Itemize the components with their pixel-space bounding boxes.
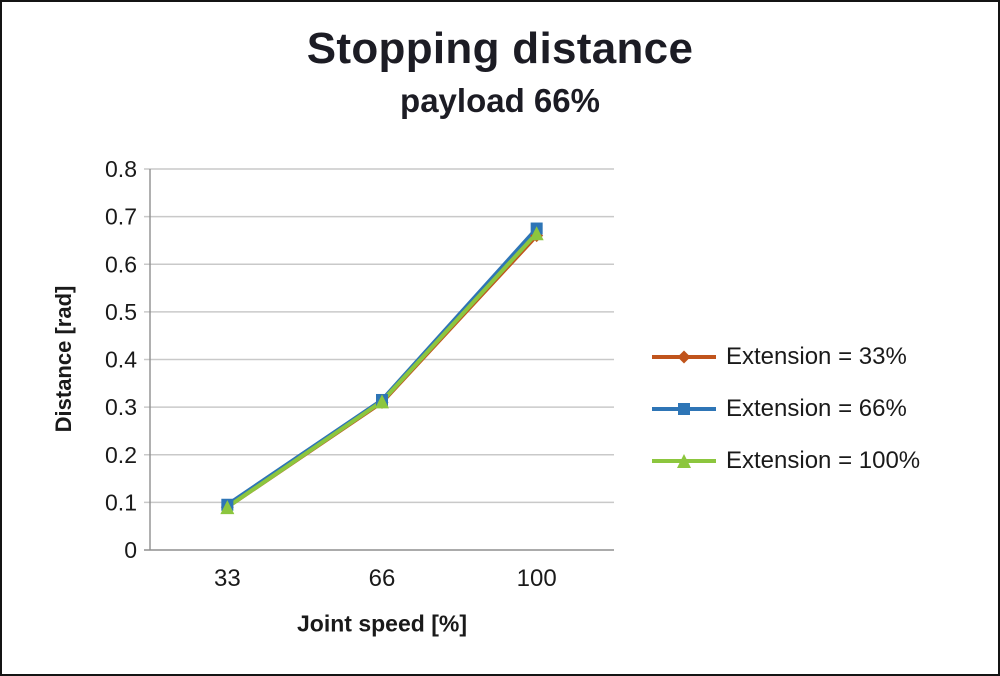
- y-tick-label: 0.6: [105, 251, 137, 277]
- x-axis-label: Joint speed [%]: [297, 610, 467, 637]
- y-tick-label: 0.7: [105, 204, 137, 230]
- plot-area: 0 0.1 0.2 0.3 0.4 0.5 0.6 0.7 0.8 33 66 100: [105, 156, 614, 592]
- legend: Extension = 33% Extension = 66% Extension …: [652, 338, 920, 480]
- y-tick-label: 0: [124, 537, 137, 563]
- y-tick-label: 0.2: [105, 442, 137, 468]
- y-axis-label: Distance [rad]: [51, 285, 76, 433]
- y-tick-label: 0.3: [105, 394, 137, 420]
- chart-subtitle: payload 66%: [400, 82, 600, 119]
- series-line: [226, 227, 539, 507]
- y-tick-label: 0.5: [105, 299, 137, 325]
- legend-item: Extension = 100%: [652, 442, 920, 480]
- x-tick-label: 33: [214, 565, 241, 592]
- square-marker: [678, 403, 690, 415]
- series-line: [226, 231, 539, 509]
- triangle-marker: [375, 394, 389, 409]
- triangle-marker: [529, 226, 544, 241]
- legend-item: Extension = 66%: [652, 390, 920, 428]
- legend-key-diamond: [652, 350, 716, 364]
- legend-label: Extension = 100%: [726, 447, 921, 474]
- x-tick-label: 100: [517, 565, 557, 592]
- diamond-marker: [677, 350, 691, 364]
- y-tick-label: 0.4: [105, 347, 137, 373]
- triangle-marker: [677, 454, 691, 468]
- legend-label: Extension = 66%: [726, 395, 907, 422]
- x-tick-label: 66: [369, 565, 396, 592]
- legend-key-square: [652, 403, 716, 415]
- series-line: [226, 234, 539, 509]
- legend-key-triangle: [652, 454, 716, 468]
- y-tick-label: 0.8: [105, 156, 137, 182]
- legend-label: Extension = 33%: [726, 343, 907, 370]
- y-tick-label: 0.1: [105, 489, 137, 515]
- chart-title: Stopping distance: [306, 24, 694, 73]
- legend-item: Extension = 33%: [652, 338, 920, 376]
- triangle-marker: [220, 500, 235, 515]
